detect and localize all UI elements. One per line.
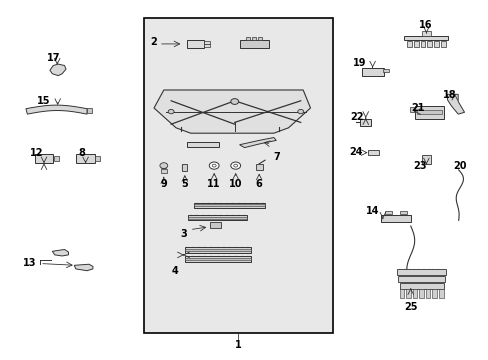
Circle shape	[212, 164, 216, 167]
Bar	[399, 283, 443, 289]
Bar	[252, 37, 256, 40]
Bar	[406, 41, 411, 47]
Circle shape	[233, 164, 237, 167]
Bar	[246, 37, 250, 40]
Text: 7: 7	[272, 152, 279, 162]
Text: 8: 8	[79, 148, 85, 158]
Bar	[421, 31, 430, 36]
Text: 25: 25	[403, 302, 417, 312]
Bar	[258, 37, 262, 40]
Bar	[95, 156, 100, 161]
Bar	[397, 276, 444, 282]
Polygon shape	[74, 264, 93, 271]
Text: 6: 6	[255, 179, 262, 189]
Text: 4: 4	[171, 266, 178, 276]
Bar	[76, 154, 95, 163]
Bar	[360, 119, 370, 126]
Bar	[399, 289, 404, 298]
Text: 23: 23	[412, 161, 426, 171]
Bar	[184, 258, 250, 260]
Bar	[204, 44, 210, 47]
Bar	[416, 110, 441, 114]
Bar	[409, 107, 414, 112]
Bar	[421, 155, 430, 164]
Text: 11: 11	[207, 179, 221, 189]
Bar	[418, 289, 423, 298]
Bar	[194, 204, 264, 206]
Bar	[54, 156, 59, 161]
Polygon shape	[239, 138, 276, 148]
Bar	[396, 269, 445, 275]
Bar	[420, 41, 425, 47]
Bar	[367, 150, 378, 155]
Bar	[399, 211, 406, 214]
Bar	[385, 211, 391, 214]
Bar	[440, 41, 445, 47]
Text: 21: 21	[410, 103, 424, 113]
Polygon shape	[50, 64, 66, 76]
Bar	[425, 289, 429, 298]
Bar	[413, 41, 418, 47]
Circle shape	[168, 109, 174, 114]
Bar	[239, 40, 268, 48]
Polygon shape	[404, 36, 447, 40]
Bar	[255, 164, 262, 170]
Text: 3: 3	[180, 229, 186, 239]
Bar	[427, 41, 431, 47]
Bar	[209, 222, 220, 228]
Bar	[182, 164, 187, 171]
Bar	[438, 289, 443, 298]
Bar	[144, 18, 332, 333]
Polygon shape	[447, 94, 464, 114]
Bar	[204, 41, 210, 44]
Text: 22: 22	[349, 112, 363, 122]
Bar	[412, 289, 417, 298]
Bar	[383, 69, 388, 72]
Polygon shape	[26, 105, 87, 114]
Text: 13: 13	[22, 258, 36, 268]
Bar	[184, 249, 250, 251]
Circle shape	[209, 162, 219, 169]
Text: 24: 24	[348, 147, 362, 157]
Text: 12: 12	[30, 148, 43, 158]
Bar	[414, 106, 443, 119]
Text: 15: 15	[37, 96, 51, 106]
Text: 9: 9	[160, 179, 167, 189]
Bar	[433, 41, 438, 47]
Bar	[184, 247, 250, 253]
Text: 20: 20	[452, 161, 466, 171]
Bar	[87, 108, 92, 113]
Bar	[184, 256, 250, 262]
Bar	[431, 289, 436, 298]
Circle shape	[297, 109, 303, 114]
Bar	[161, 169, 166, 173]
Bar	[186, 40, 204, 48]
Bar	[188, 217, 246, 219]
Text: 5: 5	[181, 179, 188, 189]
Bar	[35, 154, 53, 163]
Text: 17: 17	[47, 53, 61, 63]
Text: 19: 19	[352, 58, 366, 68]
Bar	[186, 142, 218, 147]
Bar	[405, 289, 410, 298]
Circle shape	[160, 163, 167, 168]
Text: 1: 1	[234, 340, 241, 350]
Circle shape	[230, 99, 238, 104]
Text: 2: 2	[150, 37, 157, 47]
Text: 16: 16	[418, 20, 431, 30]
Text: 14: 14	[365, 206, 379, 216]
Text: 18: 18	[442, 90, 456, 100]
Polygon shape	[52, 249, 68, 256]
Bar	[381, 215, 410, 222]
Bar	[361, 68, 383, 76]
Text: 10: 10	[228, 179, 242, 189]
Polygon shape	[154, 90, 310, 133]
Circle shape	[230, 162, 240, 169]
Bar	[188, 215, 246, 220]
Bar	[194, 203, 264, 208]
